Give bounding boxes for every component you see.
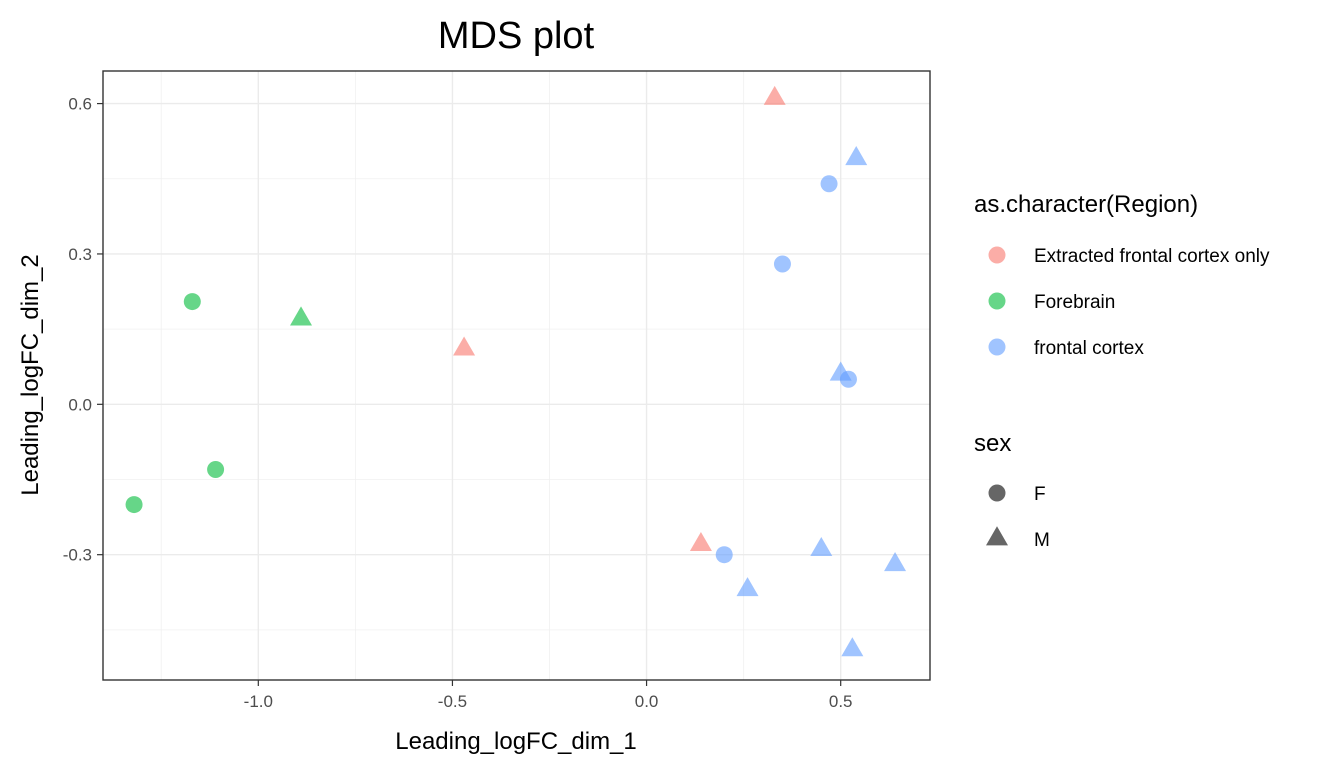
y-tick-label: 0.3 [68, 245, 92, 264]
color-legend-key [988, 246, 1006, 264]
data-point-triangle [845, 146, 868, 166]
y-axis: -0.3 0.0 0.3 0.6 [63, 95, 103, 565]
x-axis-title: Leading_logFC_dim_1 [395, 728, 637, 755]
data-point-circle [207, 460, 225, 478]
x-axis: -1.0 -0.5 0.0 0.5 [244, 680, 853, 711]
data-points [125, 85, 907, 657]
color-legend-entries: Extracted frontal cortex only Forebrain fr… [988, 246, 1270, 359]
data-point-circle [715, 546, 733, 564]
y-tick-label: -0.3 [63, 546, 92, 565]
data-point-triangle [689, 531, 712, 552]
panel-background [103, 71, 930, 680]
data-point-circle [839, 370, 857, 388]
minor-gridlines [103, 71, 930, 680]
data-point-triangle [841, 637, 864, 657]
y-tick-label: 0.6 [68, 95, 92, 114]
color-legend-key [988, 292, 1006, 310]
data-point-triangle [290, 306, 313, 326]
data-point-triangle [763, 85, 786, 105]
chart-title: MDS plot [438, 15, 595, 57]
x-tick-label: -0.5 [438, 692, 467, 711]
panel-border [102, 70, 931, 681]
major-gridlines [103, 71, 930, 680]
data-point-circle [183, 293, 201, 311]
shape-legend-key-triangle [986, 526, 1008, 546]
data-point-triangle [453, 336, 476, 356]
shape-legend-entries: FM [986, 484, 1050, 551]
data-point-triangle [810, 536, 833, 557]
x-tick-label: -1.0 [244, 692, 273, 711]
data-point-circle [820, 175, 838, 193]
color-legend-title: as.character(Region) [974, 191, 1198, 218]
color-legend-label: Forebrain [1034, 292, 1115, 313]
color-legend-key [988, 338, 1006, 356]
color-legend-label: Extracted frontal cortex only [1034, 246, 1270, 267]
data-point-circle [773, 255, 791, 273]
data-point-circle [125, 496, 143, 514]
data-point-triangle [736, 577, 759, 597]
color-legend-label: frontal cortex [1034, 338, 1144, 359]
shape-legend-label: F [1034, 484, 1046, 505]
y-axis-title: Leading_logFC_dim_2 [17, 254, 44, 496]
shape-legend-key-circle [988, 484, 1006, 502]
y-tick-label: 0.0 [68, 395, 92, 414]
legend: as.character(Region) Extracted frontal c… [974, 191, 1270, 551]
x-tick-label: 0.0 [635, 692, 659, 711]
shape-legend-label: M [1034, 530, 1050, 551]
data-point-triangle [884, 552, 907, 572]
plot-panel [102, 70, 931, 681]
shape-legend-title: sex [974, 430, 1011, 457]
x-tick-label: 0.5 [829, 692, 853, 711]
